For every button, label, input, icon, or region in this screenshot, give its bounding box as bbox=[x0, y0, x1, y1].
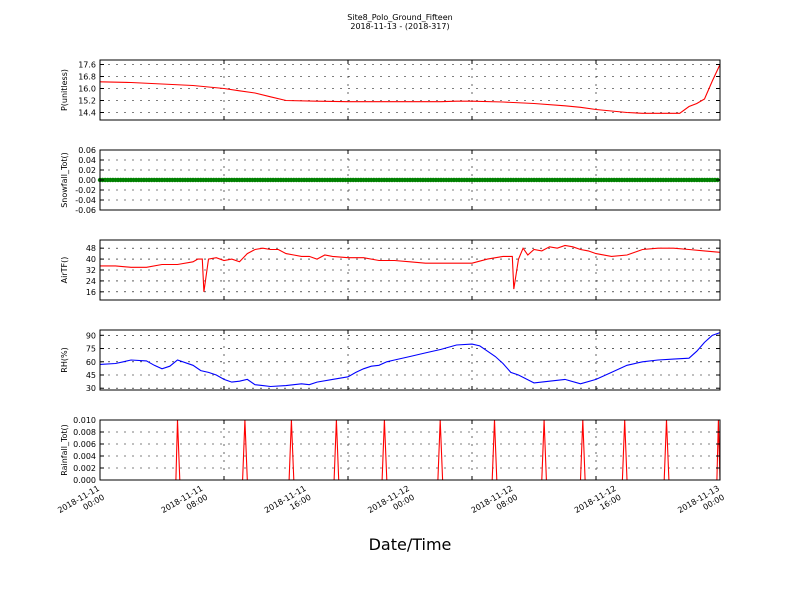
y-tick-label: 40 bbox=[86, 255, 96, 264]
y-tick-label: -0.04 bbox=[75, 196, 96, 205]
panel-5: 0.000 0.002 0.004 0.006 0.008 0.010 Rainfall_T… bbox=[60, 416, 721, 485]
y-tick-label: 0.004 bbox=[73, 452, 96, 461]
y-tick-label: 48 bbox=[86, 244, 96, 253]
panel-3: 16 24 32 40 48 AirTF() bbox=[60, 239, 721, 301]
y-tick-label: 0.000 bbox=[73, 476, 96, 485]
panel-frame bbox=[99, 329, 721, 391]
figure-subtitle: 2018-11-13 - (2018-317) bbox=[350, 22, 449, 31]
y-tick-label: 17.6 bbox=[78, 61, 96, 70]
y-tick-label: 32 bbox=[86, 266, 96, 275]
panel-frame bbox=[99, 419, 721, 481]
y-tick-label: 14.4 bbox=[78, 109, 96, 118]
y-tick-label: 75 bbox=[86, 345, 96, 354]
panel-4: 30 45 60 75 90 RH(%) bbox=[60, 329, 721, 393]
y-tick-label: 0.008 bbox=[73, 428, 96, 437]
y-tick-label: 45 bbox=[86, 371, 96, 380]
y-tick-label: 16.0 bbox=[78, 85, 96, 94]
y-tick-label: 24 bbox=[86, 277, 96, 286]
series-line-5 bbox=[100, 419, 721, 481]
y-axis-label: Rainfall_Tot() bbox=[60, 424, 69, 476]
y-axis-label: P(unitless) bbox=[60, 69, 69, 111]
y-tick-label: 0.06 bbox=[78, 146, 96, 155]
y-tick-label: 30 bbox=[86, 384, 96, 393]
panel-2: -0.06-0.04-0.020.000.020.040.06 Snowfall_… bbox=[60, 146, 721, 215]
y-tick-label: 0.002 bbox=[73, 464, 96, 473]
x-axis-label: Date/Time bbox=[369, 535, 452, 554]
y-tick-label: 60 bbox=[86, 358, 96, 367]
y-tick-label: 16.8 bbox=[78, 73, 96, 82]
series-line-3 bbox=[100, 244, 721, 292]
panels-group: 14.415.216.016.817.6P(unitless)-0.06-0.0… bbox=[60, 59, 721, 485]
series-line-1 bbox=[99, 64, 721, 114]
panel-frame bbox=[99, 59, 721, 121]
y-tick-label: 0.04 bbox=[78, 156, 96, 165]
y-tick-label: 90 bbox=[86, 331, 96, 340]
y-tick-label: -0.02 bbox=[75, 186, 96, 195]
y-tick-label: 0.006 bbox=[73, 440, 96, 449]
y-tick-label: 0.010 bbox=[73, 416, 96, 425]
y-tick-label: 0.00 bbox=[78, 176, 96, 185]
series-line-4 bbox=[99, 332, 721, 388]
y-axis-label: Snowfall_Tot() bbox=[60, 152, 69, 208]
figure-title: Site8_Polo_Ground_Fifteen bbox=[347, 13, 452, 22]
y-axis-label: RH(%) bbox=[60, 347, 69, 372]
panel-1: 14.4 15.2 16.0 16.8 17.6 P(unitless) bbox=[60, 59, 721, 121]
y-axis-label: AirTF() bbox=[60, 257, 69, 284]
y-tick-label: 0.02 bbox=[78, 166, 96, 175]
y-tick-label: 15.2 bbox=[78, 97, 96, 106]
panel-frame bbox=[99, 239, 721, 301]
y-tick-label: 16 bbox=[86, 288, 96, 297]
y-tick-label: -0.06 bbox=[75, 206, 96, 215]
